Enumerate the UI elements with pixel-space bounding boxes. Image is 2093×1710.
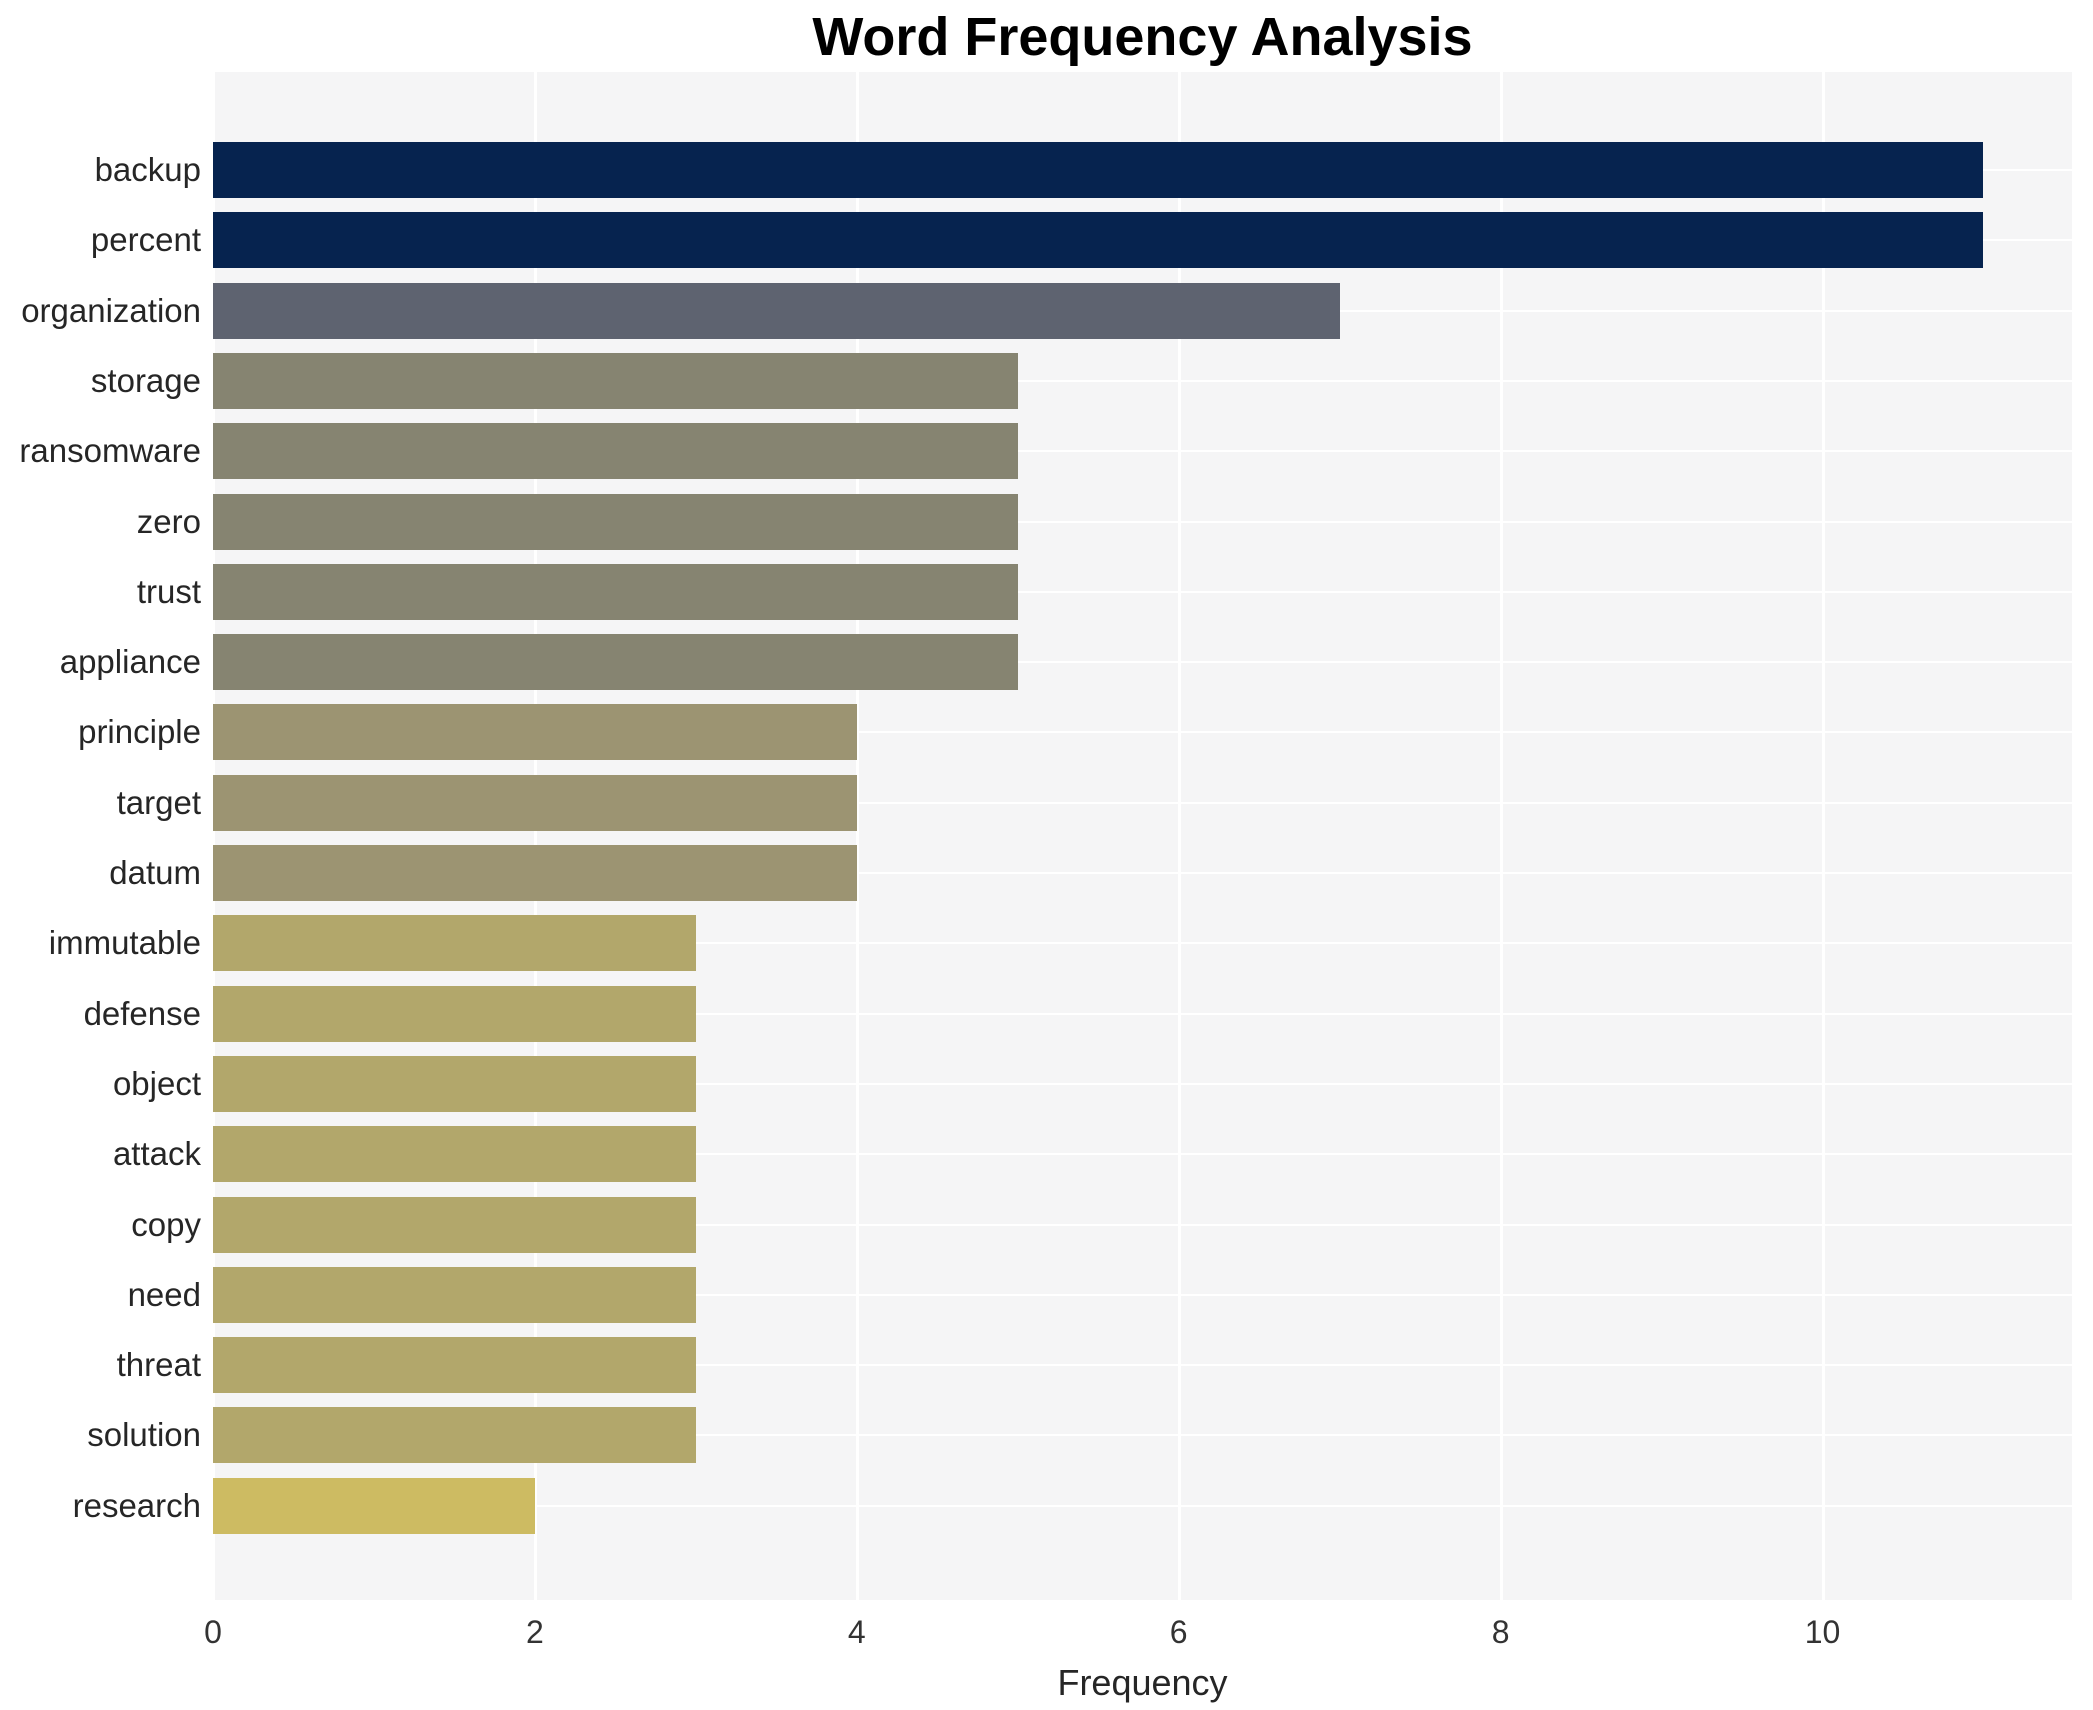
x-tick-label: 0 bbox=[204, 1614, 222, 1650]
y-tick-label: percent bbox=[90, 221, 201, 259]
bar-solution bbox=[213, 1407, 696, 1464]
h-gridline bbox=[213, 942, 2072, 945]
y-tick-label: backup bbox=[94, 151, 201, 188]
h-gridline bbox=[213, 590, 2072, 593]
h-gridline bbox=[213, 1504, 2072, 1507]
plot-area bbox=[213, 72, 2072, 1600]
y-tick-label: appliance bbox=[59, 643, 201, 681]
v-gridline bbox=[855, 72, 859, 1600]
bar-appliance bbox=[213, 634, 1018, 691]
bar-immutable bbox=[213, 915, 696, 972]
bar-attack bbox=[213, 1126, 696, 1183]
x-tick-label: 2 bbox=[525, 1614, 544, 1650]
h-gridline bbox=[213, 520, 2072, 523]
bar-backup bbox=[213, 142, 1984, 198]
bar-principle bbox=[213, 704, 857, 761]
h-gridline bbox=[213, 1082, 2072, 1085]
y-tick-label: attack bbox=[112, 1135, 201, 1173]
h-gridline bbox=[213, 1223, 2072, 1226]
h-gridline bbox=[213, 1153, 2072, 1156]
y-tick-label: research bbox=[72, 1486, 201, 1524]
y-tick-label: principle bbox=[78, 713, 201, 751]
h-gridline bbox=[213, 801, 2072, 804]
v-gridline bbox=[533, 72, 537, 1600]
bar-research bbox=[213, 1477, 535, 1534]
bar-object bbox=[213, 1055, 696, 1112]
x-tick-label: 4 bbox=[847, 1614, 866, 1650]
h-gridline bbox=[213, 1434, 2072, 1437]
h-gridline bbox=[213, 872, 2072, 874]
h-gridline bbox=[213, 379, 2072, 382]
bar-datum bbox=[213, 845, 857, 901]
bar-threat bbox=[213, 1337, 696, 1394]
y-tick-label: zero bbox=[136, 502, 201, 540]
h-gridline bbox=[213, 731, 2072, 734]
v-gridline bbox=[1821, 72, 1825, 1600]
v-gridline bbox=[1499, 72, 1503, 1600]
bar-copy bbox=[213, 1196, 696, 1253]
y-tick-label: object bbox=[112, 1064, 201, 1102]
bar-storage bbox=[213, 352, 1018, 409]
y-tick-label: copy bbox=[131, 1205, 201, 1243]
bar-trust bbox=[213, 563, 1018, 620]
bar-need bbox=[213, 1266, 696, 1323]
bar-organization bbox=[213, 282, 1340, 339]
h-gridline bbox=[213, 450, 2072, 453]
x-tick-label: 8 bbox=[1491, 1614, 1510, 1650]
y-tick-label: storage bbox=[90, 361, 201, 399]
bar-percent bbox=[213, 212, 1984, 269]
x-axis-label: Frequency bbox=[1057, 1662, 1228, 1703]
bar-defense bbox=[213, 985, 696, 1042]
y-tick-label: target bbox=[116, 783, 201, 821]
y-tick-label: threat bbox=[116, 1346, 201, 1384]
x-tick-label: 6 bbox=[1169, 1614, 1188, 1650]
y-tick-label: organization bbox=[21, 291, 201, 329]
x-tick-label: 10 bbox=[1804, 1614, 1841, 1650]
bar-target bbox=[213, 774, 857, 831]
y-tick-label: immutable bbox=[48, 924, 201, 962]
y-tick-label: solution bbox=[87, 1416, 201, 1454]
y-tick-label: defense bbox=[83, 994, 201, 1032]
chart-title: Word Frequency Analysis bbox=[812, 7, 1473, 67]
y-tick-label: need bbox=[127, 1275, 201, 1313]
v-gridline bbox=[1177, 72, 1181, 1600]
y-tick-label: ransomware bbox=[19, 432, 201, 470]
h-gridline bbox=[213, 1364, 2072, 1367]
y-tick-label: trust bbox=[136, 572, 201, 610]
y-tick-label: datum bbox=[109, 854, 201, 891]
h-gridline bbox=[213, 661, 2072, 664]
v-gridline bbox=[213, 72, 215, 1600]
bar-ransomware bbox=[213, 423, 1018, 480]
h-gridline bbox=[213, 1293, 2072, 1296]
bar-zero bbox=[213, 493, 1018, 550]
h-gridline bbox=[213, 1012, 2072, 1015]
